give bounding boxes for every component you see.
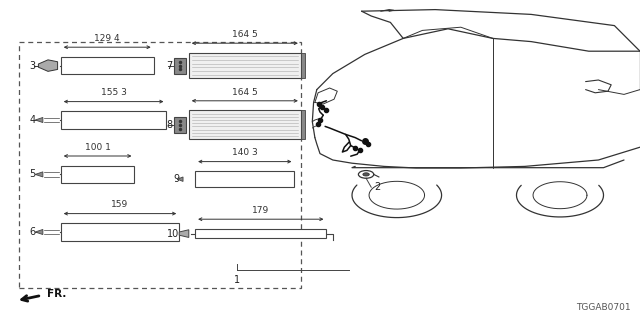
Polygon shape (35, 229, 43, 235)
Bar (174, 117, 186, 133)
Text: 159: 159 (111, 200, 129, 209)
Text: 140 3: 140 3 (232, 148, 258, 157)
Bar (301, 53, 305, 78)
Bar (301, 110, 305, 139)
Text: 164 5: 164 5 (232, 88, 258, 97)
Text: FR.: FR. (47, 289, 66, 300)
Bar (61, 57, 154, 74)
Text: 164 5: 164 5 (232, 30, 258, 39)
Bar (61, 166, 134, 183)
Text: 10: 10 (167, 228, 179, 239)
Bar (61, 223, 179, 241)
Polygon shape (38, 60, 58, 71)
Text: 1: 1 (234, 275, 240, 285)
Text: 129 4: 129 4 (94, 34, 120, 43)
Bar (189, 53, 301, 78)
Polygon shape (35, 172, 43, 177)
Bar (19, 42, 301, 288)
Text: 9: 9 (173, 174, 179, 184)
Text: 4: 4 (29, 115, 35, 125)
Text: 7: 7 (166, 60, 173, 71)
Text: 8: 8 (166, 120, 173, 130)
Text: TGGAB0701: TGGAB0701 (576, 303, 630, 312)
Bar (195, 171, 294, 187)
Text: 179: 179 (252, 206, 269, 215)
Circle shape (363, 173, 369, 176)
Text: 155 3: 155 3 (100, 88, 127, 97)
Bar (195, 229, 326, 238)
Bar (189, 110, 301, 139)
Polygon shape (179, 230, 189, 237)
Text: 3: 3 (29, 60, 35, 71)
Text: 2: 2 (374, 182, 380, 192)
Polygon shape (177, 177, 183, 181)
Polygon shape (35, 117, 43, 123)
Text: 6: 6 (29, 227, 35, 237)
Bar (61, 111, 166, 129)
Text: 5: 5 (29, 169, 35, 180)
Bar (174, 58, 186, 74)
Text: 100 1: 100 1 (84, 143, 111, 152)
